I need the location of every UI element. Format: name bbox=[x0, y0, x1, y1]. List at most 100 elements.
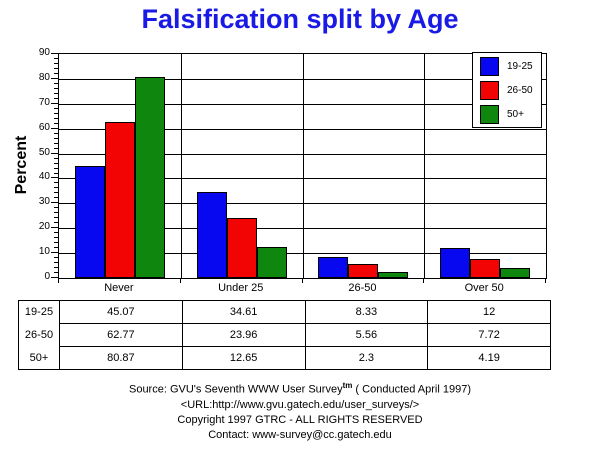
y-major-tick bbox=[51, 102, 58, 104]
y-minor-tick bbox=[54, 197, 58, 199]
y-minor-tick bbox=[54, 242, 58, 244]
y-minor-tick bbox=[54, 72, 58, 74]
bar-19-25-Never bbox=[74, 165, 105, 278]
bar-50+-Never bbox=[134, 76, 165, 278]
gridline bbox=[59, 228, 546, 230]
plot-area bbox=[58, 53, 547, 279]
y-axis-title: Percent bbox=[13, 135, 30, 195]
y-tick-label: 10 bbox=[38, 246, 50, 258]
bar-26-50-Over 50 bbox=[470, 258, 501, 278]
bar-26-50-Never bbox=[104, 121, 135, 278]
y-minor-tick bbox=[54, 107, 58, 109]
table-cell-Under 25: 23.96 bbox=[183, 324, 306, 346]
legend: 19-25 26-50 50+ bbox=[472, 52, 542, 128]
y-minor-tick bbox=[54, 237, 58, 239]
y-minor-tick bbox=[54, 117, 58, 119]
category-label-26-50: 26-50 bbox=[348, 282, 377, 294]
y-minor-tick bbox=[54, 247, 58, 249]
x-tick bbox=[180, 278, 181, 283]
chart-title: Falsification split by Age bbox=[141, 4, 459, 34]
bar-19-25-26-50 bbox=[318, 257, 349, 278]
table-cell-Never: 80.87 bbox=[60, 347, 183, 369]
y-minor-tick bbox=[54, 97, 58, 99]
y-tick-label: 50 bbox=[38, 146, 50, 158]
y-major-tick bbox=[51, 252, 58, 254]
y-minor-tick bbox=[54, 142, 58, 144]
table-row-label: 50+ bbox=[29, 351, 49, 364]
x-tick bbox=[423, 278, 424, 283]
y-major-tick bbox=[51, 152, 58, 154]
table-cell-Never: 45.07 bbox=[60, 301, 183, 323]
category-label-Over 50: Over 50 bbox=[464, 282, 504, 294]
y-tick-label: 30 bbox=[38, 196, 50, 208]
gridline bbox=[59, 203, 546, 205]
y-tick-label: 40 bbox=[38, 171, 50, 183]
gridline bbox=[59, 153, 546, 155]
footer-copyright-line: Copyright 1997 GTRC - ALL RIGHTS RESERVE… bbox=[177, 413, 423, 426]
y-tick-label: 0 bbox=[44, 271, 50, 282]
y-minor-tick bbox=[54, 137, 58, 139]
legend-item-50+: 50+ bbox=[473, 103, 541, 125]
bar-50+-Under 25 bbox=[256, 246, 287, 278]
y-minor-tick bbox=[54, 87, 58, 89]
table-cell-Over 50: 7.72 bbox=[478, 329, 500, 341]
gridline bbox=[59, 253, 546, 255]
bar-26-50-26-50 bbox=[348, 264, 379, 278]
table-cell-26-50: 2.3 bbox=[306, 347, 429, 369]
y-major-tick bbox=[51, 277, 58, 278]
y-minor-tick bbox=[54, 132, 58, 134]
gridline bbox=[59, 78, 546, 80]
legend-label: 19-25 bbox=[507, 60, 533, 72]
footer-url-line: <URL:http://www.gvu.gatech.edu/user_surv… bbox=[180, 398, 420, 411]
x-tick bbox=[302, 278, 303, 283]
y-minor-tick bbox=[54, 217, 58, 219]
y-minor-tick bbox=[54, 167, 58, 169]
y-minor-tick bbox=[54, 212, 58, 214]
legend-swatch-19-25 bbox=[480, 56, 499, 76]
category-divider bbox=[424, 54, 425, 278]
y-major-tick bbox=[51, 77, 58, 79]
y-tick-label: 70 bbox=[38, 96, 50, 108]
footer-contact-line: Contact: www-survey@cc.gatech.edu bbox=[208, 428, 392, 441]
y-major-tick bbox=[51, 177, 58, 179]
category-divider bbox=[303, 54, 304, 278]
trademark-sup: tm bbox=[342, 381, 353, 390]
legend-label: 26-50 bbox=[507, 84, 533, 96]
table-grid: 45.07 34.61 8.33 12 62.77 23.96 5.56 7.72 80.87 1… bbox=[60, 301, 550, 369]
bar-50+-26-50 bbox=[378, 272, 409, 278]
table-cell-Never: 62.77 bbox=[60, 324, 183, 346]
y-minor-tick bbox=[54, 232, 58, 234]
table-cell-Under 25: 34.61 bbox=[183, 301, 306, 323]
y-minor-tick bbox=[54, 222, 58, 224]
legend-label: 50+ bbox=[507, 108, 524, 120]
table-row-19-25: 45.07 34.61 8.33 12 bbox=[60, 301, 550, 324]
y-tick-label: 60 bbox=[38, 121, 50, 133]
table-row-50+: 80.87 12.65 2.3 4.19 bbox=[60, 347, 550, 369]
table-row-label: 26-50 bbox=[24, 329, 54, 341]
bar-19-25-Under 25 bbox=[196, 191, 227, 278]
y-minor-tick bbox=[54, 187, 58, 189]
category-label-Never: Never bbox=[104, 282, 134, 294]
y-minor-tick bbox=[54, 162, 58, 164]
y-minor-tick bbox=[54, 172, 58, 174]
y-major-tick bbox=[51, 227, 58, 229]
y-minor-tick bbox=[54, 182, 58, 184]
footer-source-line: Source: GVU's Seventh WWW User Surveytm … bbox=[128, 381, 472, 396]
y-minor-tick bbox=[54, 112, 58, 114]
y-major-tick bbox=[51, 127, 58, 129]
y-minor-tick bbox=[54, 262, 58, 264]
y-minor-tick bbox=[54, 122, 58, 124]
table-rowlabel-column: 19-25 26-50 50+ bbox=[19, 301, 60, 369]
table-cell-Under 25: 12.65 bbox=[183, 347, 306, 369]
gridline bbox=[59, 178, 546, 180]
legend-item-19-25: 19-25 bbox=[473, 55, 541, 77]
table-row-label: 19-25 bbox=[24, 306, 54, 319]
y-tick-label: 90 bbox=[38, 47, 50, 58]
x-tick bbox=[58, 278, 59, 283]
y-minor-tick bbox=[54, 267, 58, 268]
y-minor-tick bbox=[54, 82, 58, 84]
y-tick-label: 80 bbox=[38, 71, 50, 83]
footer-text: Source: GVU's Seventh WWW User Surveytm … bbox=[0, 378, 600, 443]
table-cell-26-50: 5.56 bbox=[306, 324, 429, 346]
